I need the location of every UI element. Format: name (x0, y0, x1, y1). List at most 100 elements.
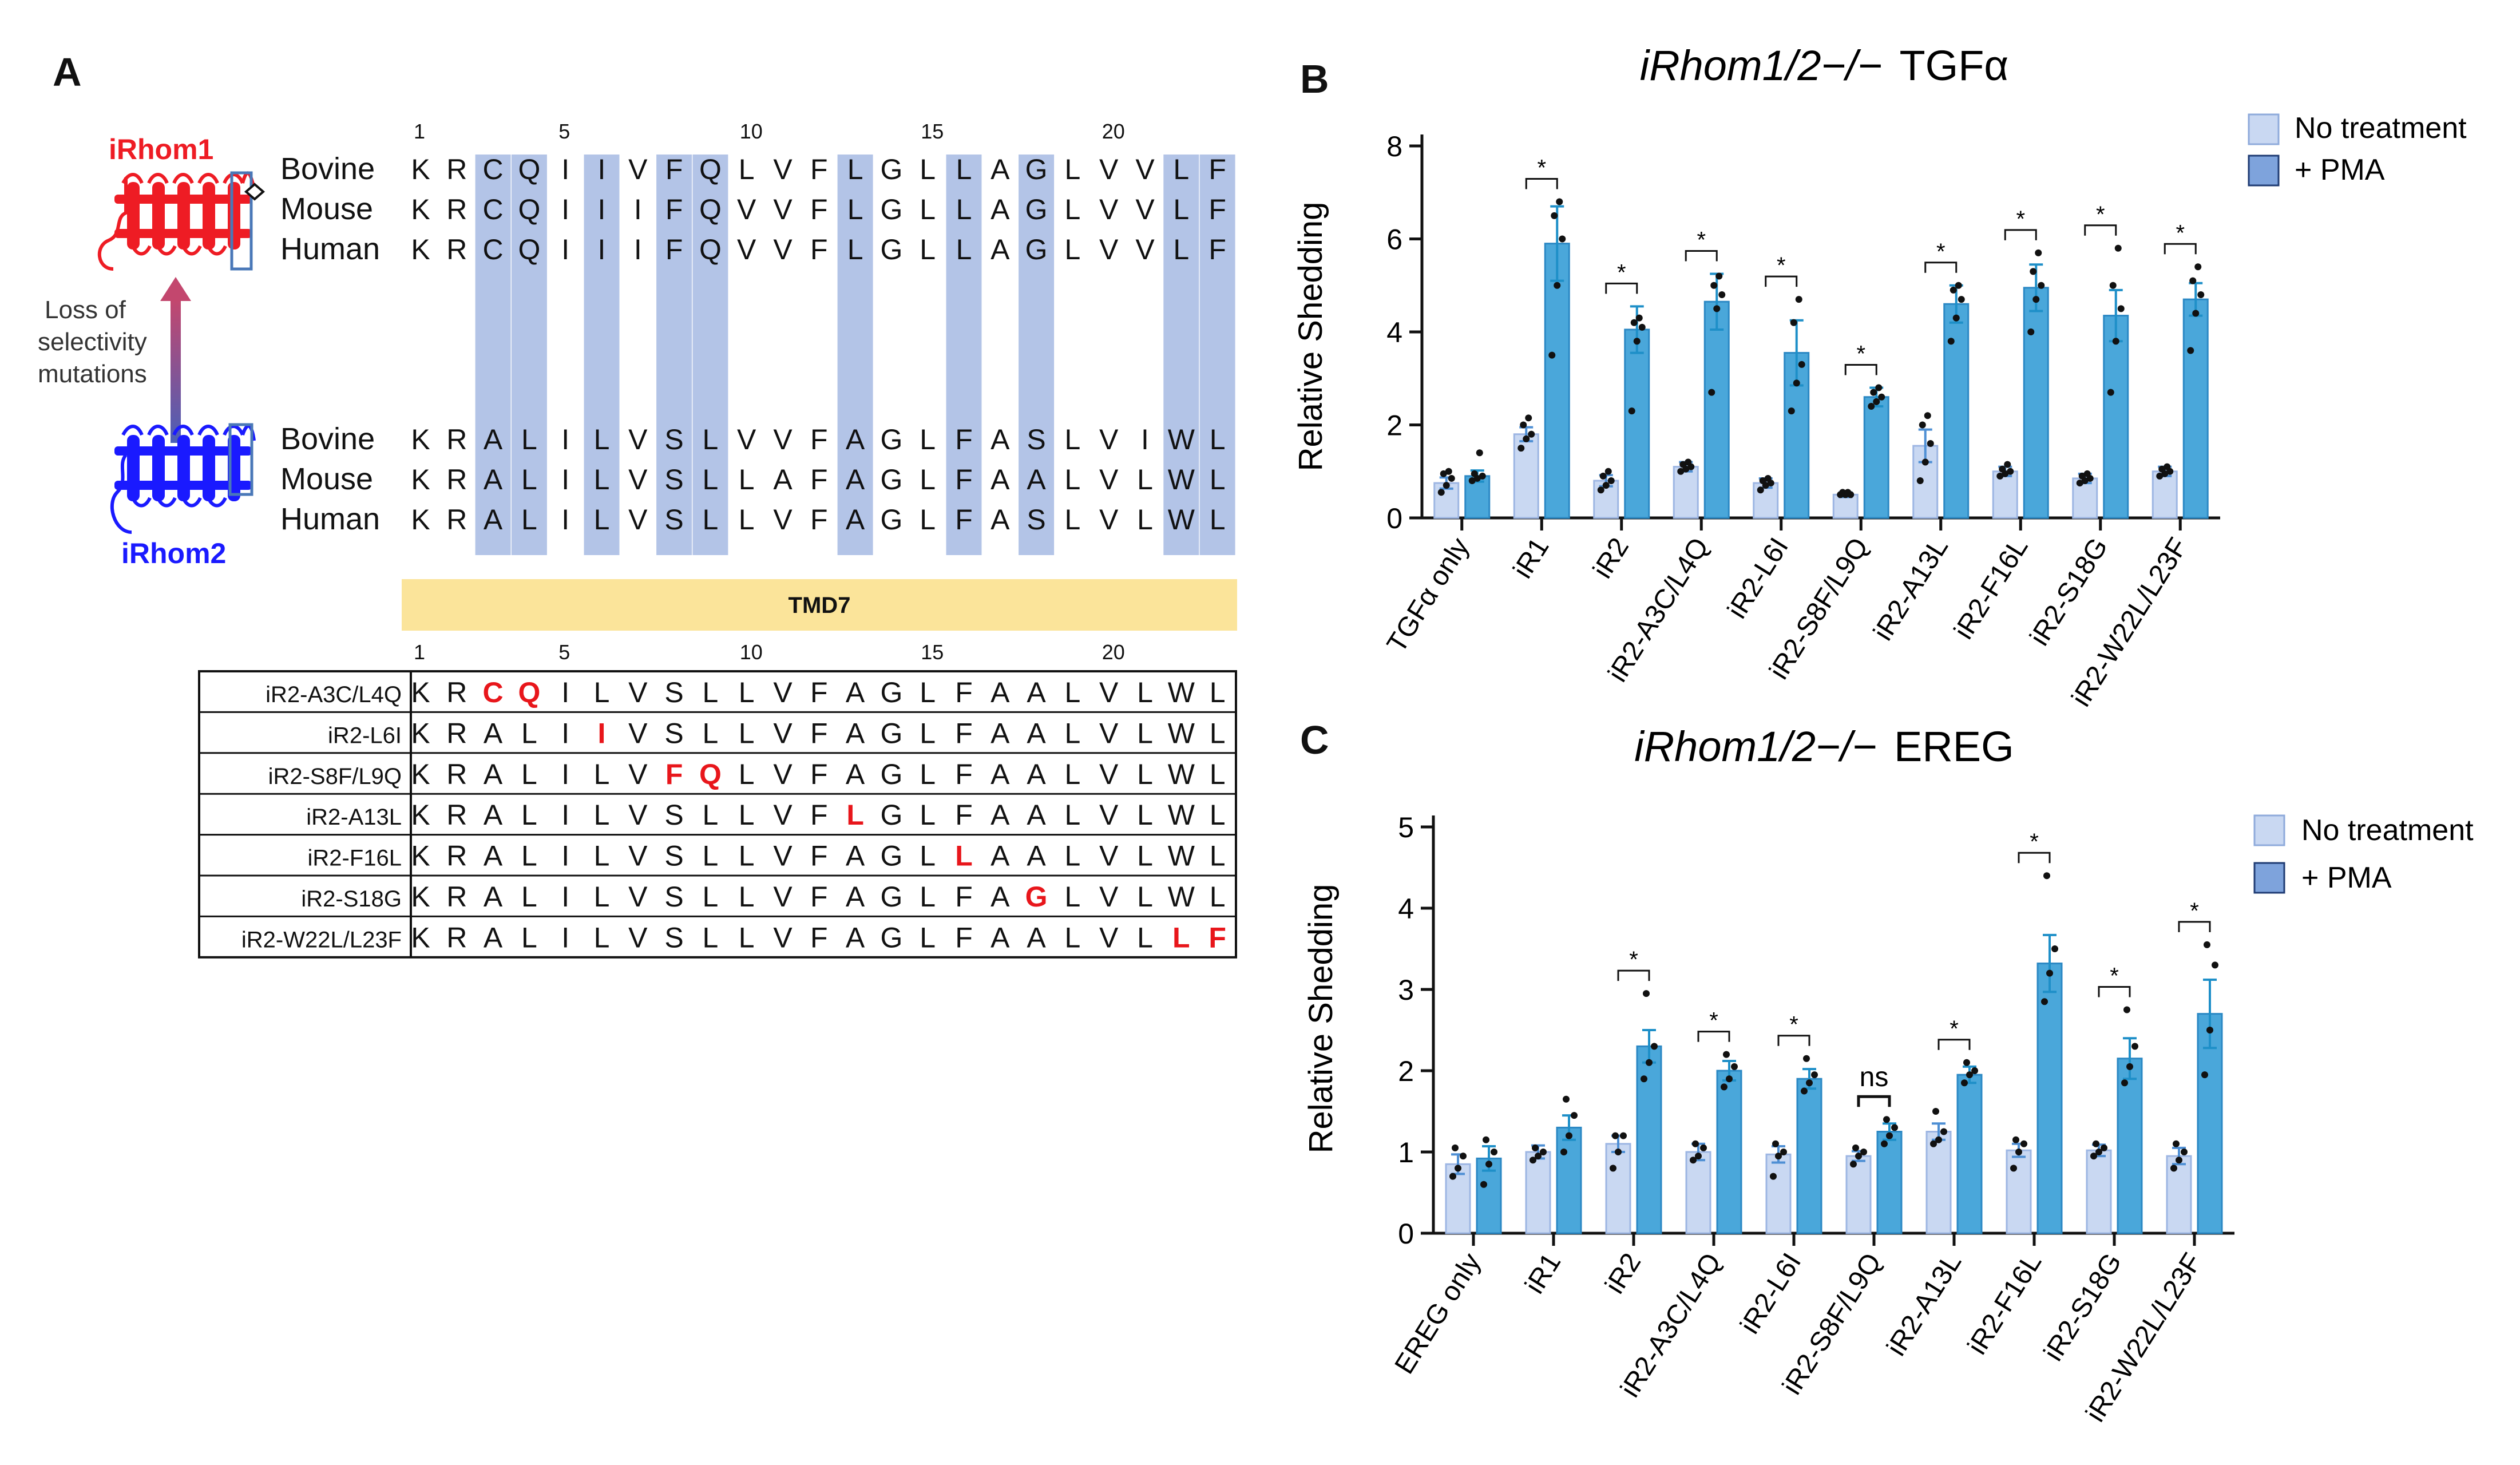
significance-label: * (1950, 1016, 1959, 1042)
irhom2-human-residue-5: I (561, 504, 569, 536)
mutant-residue-14: G (880, 799, 902, 831)
data-point (1612, 1132, 1619, 1139)
position-number: 5 (558, 120, 570, 143)
data-point (1713, 305, 1721, 312)
x-tick-label: iR2-S18G (2024, 533, 2114, 651)
mutant-residue-12: F (810, 717, 828, 749)
mutant-residue-1: K (411, 799, 430, 831)
mutant-residue-3: A (484, 881, 503, 913)
significance-bracket (1857, 1095, 1891, 1107)
highlight-column-18 (1019, 155, 1055, 555)
irhom2-mouse-residue-3: A (484, 464, 503, 496)
data-point (1563, 1095, 1570, 1103)
data-point (1723, 1051, 1730, 1058)
mutant-residue-4: L (521, 717, 537, 749)
y-tick-label: 4 (1386, 316, 1402, 349)
bar-no-treatment (2072, 477, 2098, 519)
highlight-column-6 (584, 155, 620, 555)
data-point (1615, 1149, 1622, 1155)
mutant-name: iR2-F16L (307, 846, 402, 871)
mutant-residue-1: K (411, 881, 430, 913)
mutant-residue-6: L (594, 921, 610, 953)
irhom2-bovine-residue-3: A (484, 423, 503, 456)
mutant-residue-5: I (561, 881, 569, 913)
table-row: iR2-A13L K R A L I L V S L L V F L G L F A A L V L W L (306, 799, 1225, 831)
chart-c-title: iRhom1/2−/− EREG (1634, 723, 2014, 770)
table-border (198, 670, 1237, 959)
irhom1-mouse-residue-8: F (665, 193, 683, 225)
position-number: 10 (740, 120, 763, 143)
mutant-residue-3: A (484, 921, 503, 953)
mutant-residue-5: I (561, 717, 569, 749)
mutant-residue-12: F (810, 881, 828, 913)
data-point (1839, 489, 1847, 496)
irhom1-mouse-residue-13: L (847, 193, 863, 225)
irhom2-human-residue-8: S (664, 504, 683, 536)
bar-pma (2103, 315, 2129, 519)
data-point (2212, 961, 2218, 969)
irhom1-topology-icon (97, 171, 266, 271)
significance-label: * (1936, 239, 1946, 264)
mutant-residue-16: F (955, 881, 973, 913)
highlight-column-22 (1163, 155, 1199, 555)
irhom1-bovine-residue-11: V (773, 153, 793, 185)
irhom1-mouse-residue-7: I (634, 193, 642, 225)
irhom1-bovine-residue-9: Q (699, 153, 722, 185)
chart-c-ylabel: Relative Shedding (1302, 884, 1340, 1154)
x-tick-label: iR2 (1599, 1248, 1647, 1299)
irhom1-label: iRhom1 (109, 133, 213, 165)
data-point (1700, 1144, 1707, 1151)
irhom2-bovine-residue-22: W (1168, 423, 1195, 456)
data-point (1932, 1108, 1939, 1115)
irhom2-mouse-residue-21: L (1137, 464, 1153, 496)
mutant-name: iR2-A3C/L4Q (266, 682, 402, 707)
mutant-residue-5: I (561, 840, 569, 872)
mutant-residue-6: L (594, 840, 610, 872)
irhom2-mouse-residue-19: L (1064, 464, 1080, 496)
irhom1-species-bovine: Bovine (280, 152, 375, 186)
x-tick-label: iR2-L6I (1734, 1248, 1807, 1339)
irhom2-human-residue-9: L (702, 504, 718, 536)
significance-label: * (1537, 156, 1546, 181)
mutant-residue-9: L (702, 799, 718, 831)
mutant-residue-22: W (1168, 676, 1195, 708)
bar-pma (1863, 396, 1889, 519)
mutant-residue-15: L (920, 921, 936, 953)
mutant-residue-19: L (1064, 881, 1080, 913)
mutant-name: iR2-L6I (328, 723, 402, 748)
irhom2-bovine-residue-11: V (773, 423, 793, 456)
y-tick-label: 4 (1398, 893, 1414, 925)
mutant-residue-8: S (664, 921, 683, 953)
bar-pma (1703, 300, 1730, 519)
mutant-name: iR2-A13L (306, 805, 402, 830)
data-point (1471, 470, 1478, 477)
irhom2-bovine-residue-19: L (1064, 423, 1080, 456)
data-point (2032, 296, 2040, 303)
irhom2-human-residue-23: L (1210, 504, 1226, 536)
mutant-residue-18: A (1027, 799, 1046, 831)
irhom1-mouse-residue-10: V (737, 193, 756, 225)
data-point (1927, 440, 1934, 447)
mutant-residue-13: A (846, 881, 865, 913)
significance-label: * (1777, 253, 1786, 278)
data-point (1798, 361, 1805, 368)
data-point (2131, 1043, 2138, 1050)
mutant-residue-6: L (594, 676, 610, 708)
mutant-residue-10: L (739, 676, 755, 708)
irhom1-human-residue-7: I (634, 233, 642, 266)
data-point (1788, 407, 1795, 415)
mutant-residue-20: V (1099, 840, 1119, 872)
mutant-residue-4: L (521, 758, 537, 790)
mutant-residue-16: F (955, 717, 973, 749)
mutant-residue-11: V (773, 758, 793, 790)
mutant-residue-15: L (920, 758, 936, 790)
significance-label: * (2176, 220, 2185, 246)
data-point (2010, 1165, 2017, 1172)
x-tick-label: EREG only (1389, 1248, 1487, 1379)
alignment-position-numbers: 1 5 10 15 20 (414, 120, 1125, 143)
mutant-residue-22: W (1168, 758, 1195, 790)
data-point (1999, 465, 2006, 473)
mutant-residue-15: L (920, 881, 936, 913)
mutant-residue-1: K (411, 676, 430, 708)
irhom2-human-residue-2: R (446, 504, 467, 536)
